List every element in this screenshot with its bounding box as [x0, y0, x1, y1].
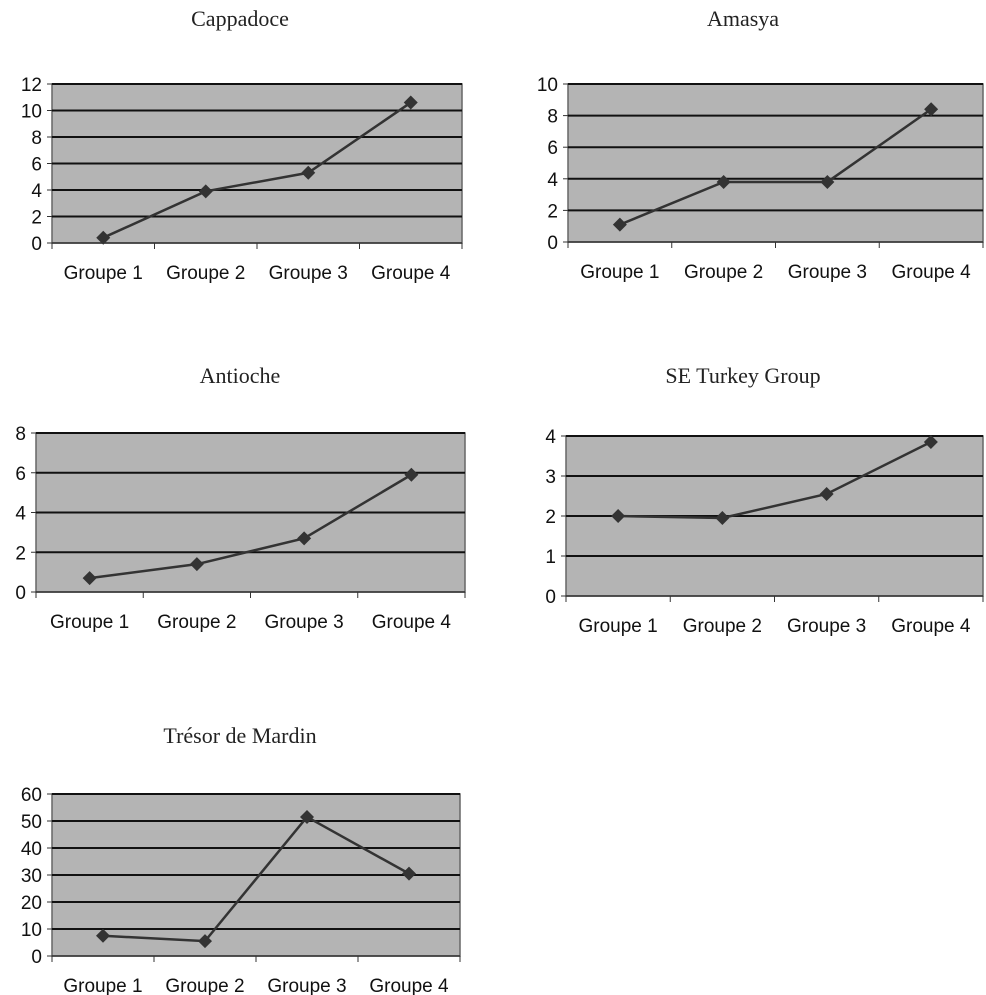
y-tick-label: 1 [545, 547, 556, 568]
y-tick-label: 50 [21, 812, 42, 833]
chart-title: Amasya [706, 6, 780, 31]
data-point-marker [715, 511, 730, 525]
y-tick-label: 0 [15, 583, 26, 604]
y-tick-label: 30 [21, 866, 42, 887]
chart-title: SE Turkey Group [665, 363, 821, 388]
y-tick-label: 4 [547, 170, 558, 191]
y-tick-label: 2 [547, 201, 558, 222]
y-tick-label: 12 [21, 75, 42, 96]
y-tick-label: 3 [545, 467, 556, 488]
data-point-marker [96, 230, 111, 245]
chart-panel-antioche: Antioche 0 2 4 6 8 Groupe 1 Groupe 2 Groupe 3 Gr… [0, 355, 480, 655]
chart-svg: 0 10 20 30 40 50 60 Groupe 1 Groupe 2 Groupe 3 Gro… [21, 785, 461, 995]
chart-svg: 0 2 4 6 8 10 12 Groupe 1 Groupe 2 Groupe 3 Groupe … [21, 75, 463, 284]
y-tick-label: 6 [15, 464, 26, 485]
data-point-marker [82, 571, 97, 586]
data-point-marker [404, 467, 419, 482]
y-tick-label: 6 [547, 138, 558, 159]
y-tick-label: 2 [545, 507, 556, 528]
x-tick-label: Groupe 4 [369, 976, 449, 995]
x-tick-label: Groupe 3 [269, 263, 348, 284]
series-line [102, 101, 412, 239]
data-point-marker [612, 217, 627, 232]
chart-panel-amasya: Amasya 0 2 4 6 8 10 Groupe 1 Groupe 2 Groupe 3 Gr… [500, 0, 986, 300]
y-tick-label: 6 [31, 155, 42, 176]
y-tick-label: 10 [537, 75, 558, 96]
x-tick-label: Groupe 2 [684, 262, 763, 283]
chart-panel-se-turkey-group: SE Turkey Group 0 1 2 3 4 Groupe 1 Groupe 2 Gro… [500, 355, 986, 655]
x-tick-label: Groupe 1 [50, 612, 129, 633]
x-tick-label: Groupe 1 [580, 262, 659, 283]
data-point-marker [189, 557, 204, 572]
y-tick-label: 8 [31, 128, 42, 149]
data-point-marker [198, 934, 212, 949]
data-point-marker [198, 184, 213, 199]
y-tick-label: 0 [31, 947, 42, 968]
y-tick-label: 0 [545, 587, 556, 608]
x-tick-label: Groupe 3 [788, 262, 867, 283]
x-tick-label: Groupe 3 [265, 612, 344, 633]
y-tick-label: 4 [545, 427, 556, 448]
chart-panel-tresor-de-mardin: Trésor de Mardin 0 10 20 30 40 50 60 Groupe 1 Gr… [0, 715, 480, 995]
plot-area [567, 83, 984, 243]
chart-svg: 0 2 4 6 8 10 Groupe 1 Groupe 2 Groupe 3 Groupe 4 [537, 75, 984, 283]
data-point-marker [297, 531, 312, 546]
x-tick-label: Groupe 2 [157, 612, 236, 633]
x-tick-label: Groupe 1 [579, 616, 658, 637]
y-tick-label: 2 [15, 543, 26, 564]
chart-svg: 0 2 4 6 8 Groupe 1 Groupe 2 Groupe 3 Groupe 4 [15, 424, 466, 633]
data-point-marker [96, 928, 110, 943]
x-tick-label: Groupe 2 [683, 616, 762, 637]
x-tick-label: Groupe 3 [267, 976, 346, 995]
y-tick-label: 8 [547, 107, 558, 128]
data-point-marker [820, 174, 835, 189]
y-tick-label: 0 [31, 234, 42, 255]
data-point-marker [300, 809, 314, 824]
chart-title: Cappadoce [191, 6, 289, 31]
y-tick-label: 4 [31, 181, 42, 202]
x-tick-label: Groupe 4 [371, 263, 451, 284]
data-point-marker [819, 487, 834, 501]
y-tick-label: 10 [21, 102, 42, 123]
y-tick-label: 20 [21, 893, 42, 914]
chart-title: Trésor de Mardin [163, 723, 317, 748]
x-tick-label: Groupe 2 [166, 263, 245, 284]
y-tick-label: 10 [21, 920, 42, 941]
series-line [619, 108, 932, 226]
x-tick-label: Groupe 4 [372, 612, 452, 633]
chart-title: Antioche [199, 363, 281, 388]
data-point-marker [403, 95, 418, 110]
data-point-marker [301, 165, 316, 180]
chart-svg: 0 1 2 3 4 Groupe 1 Groupe 2 Groupe 3 Groupe 4 [545, 427, 984, 637]
y-tick-label: 2 [31, 208, 42, 229]
data-point-marker [924, 102, 939, 117]
y-tick-label: 0 [547, 233, 558, 254]
y-tick-label: 4 [15, 504, 26, 525]
y-tick-label: 60 [21, 785, 42, 806]
data-point-marker [716, 174, 731, 189]
x-tick-label: Groupe 3 [787, 616, 866, 637]
data-point-marker [923, 435, 938, 449]
series-line [618, 440, 932, 520]
y-tick-label: 8 [15, 424, 26, 445]
y-tick-label: 40 [21, 839, 42, 860]
x-tick-label: Groupe 4 [891, 616, 971, 637]
x-tick-label: Groupe 1 [64, 263, 143, 284]
x-tick-label: Groupe 1 [63, 976, 142, 995]
x-tick-label: Groupe 2 [165, 976, 244, 995]
series-line [89, 473, 413, 580]
series-line [102, 815, 410, 943]
data-point-marker [402, 866, 416, 881]
x-tick-label: Groupe 4 [892, 262, 972, 283]
data-point-marker [611, 509, 626, 523]
chart-panel-cappadoce: Cappadoce 0 2 4 6 8 10 12 Groupe 1 Groupe 2 Group… [0, 0, 480, 300]
